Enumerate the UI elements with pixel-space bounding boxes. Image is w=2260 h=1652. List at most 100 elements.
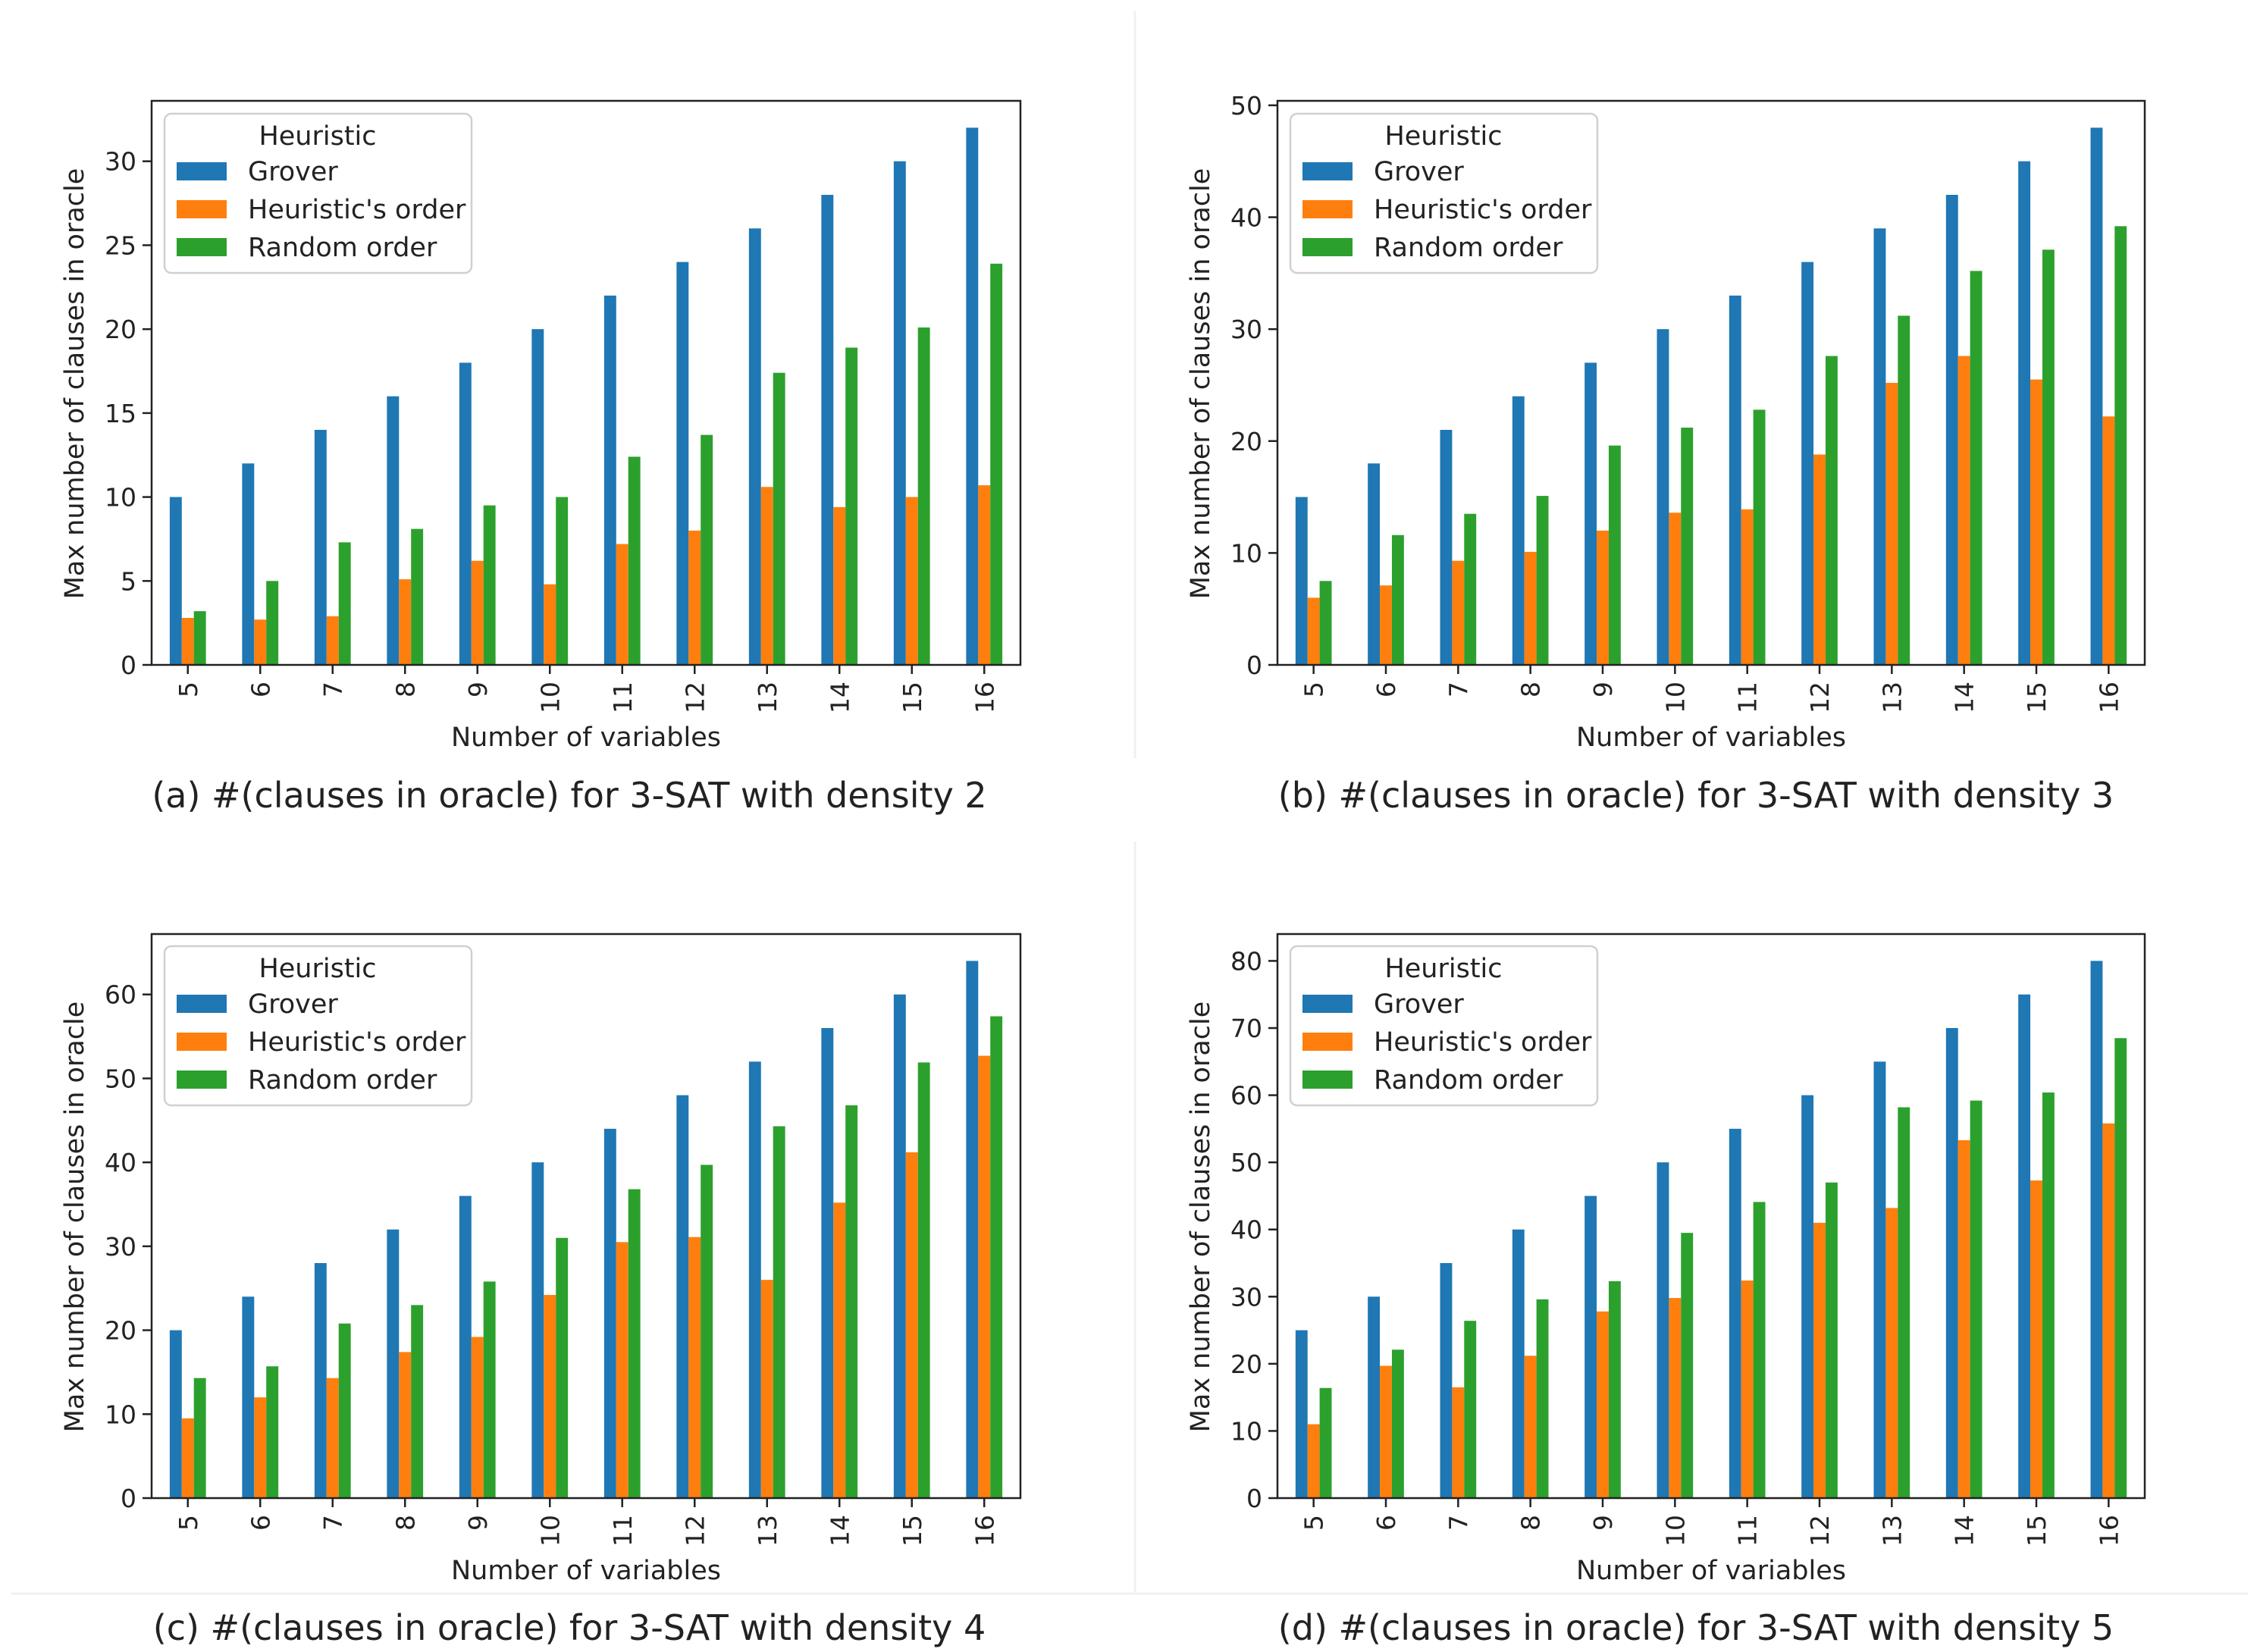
bar-random-6-a xyxy=(266,581,279,665)
x-tick-label-6-a: 6 xyxy=(246,682,275,697)
bar-grover-6-b xyxy=(1368,463,1381,665)
bar-grover-11-c xyxy=(603,1128,616,1498)
chart-panel-b: (b) #(clauses in oracle) for 3-SAT with … xyxy=(1186,91,2146,816)
bar-grover-9-b xyxy=(1585,362,1597,665)
bar-random-11-d xyxy=(1753,1202,1766,1498)
bar-random-5-d xyxy=(1319,1387,1332,1498)
bar-random-7-c xyxy=(338,1323,351,1498)
bar-random-10-b xyxy=(1681,428,1694,665)
bar-heuristic-13-a xyxy=(760,487,773,665)
y-tick-label-40-d: 40 xyxy=(1230,1215,1262,1245)
bar-heuristic-11-d xyxy=(1741,1281,1754,1498)
x-tick-label-12-b: 12 xyxy=(1805,682,1835,713)
x-tick-label-16-a: 16 xyxy=(970,682,999,713)
x-tick-label-8-c: 8 xyxy=(390,1515,420,1531)
plot-area-c: 0 10 20 30 40 50 60 5 6 7 8 9 10 11 12 13 14 15 16 xyxy=(105,933,1022,1547)
x-axis-label-c: Number of variables xyxy=(451,1556,721,1586)
bar-random-6-c xyxy=(266,1366,279,1498)
bar-random-8-b xyxy=(1536,496,1549,665)
legend-c: Heuristic Grover Heuristic's order Rando… xyxy=(163,945,473,1107)
bar-grover-13-a xyxy=(748,228,761,665)
x-tick-label-9-c: 9 xyxy=(463,1515,493,1531)
bar-heuristic-16-c xyxy=(978,1055,991,1498)
x-axis-label-a: Number of variables xyxy=(451,723,721,753)
x-tick-label-11-c: 11 xyxy=(608,1515,638,1547)
legend-label-heuristic-a: Heuristic's order xyxy=(248,195,466,225)
legend-title-b: Heuristic xyxy=(1384,121,1502,152)
x-tick-label-15-c: 15 xyxy=(898,1515,927,1547)
bar-random-13-b xyxy=(1898,315,1910,665)
bar-grover-11-b xyxy=(1729,295,1741,665)
caption-d: (d) #(clauses in oracle) for 3-SAT with … xyxy=(1278,1607,2114,1648)
x-tick-label-12-a: 12 xyxy=(680,682,710,713)
bar-random-5-b xyxy=(1319,581,1332,665)
bar-heuristic-10-a xyxy=(544,584,556,665)
bar-grover-9-c xyxy=(459,1196,472,1498)
bar-random-16-a xyxy=(990,263,1003,665)
bar-random-6-b xyxy=(1391,534,1404,665)
bar-grover-14-c xyxy=(821,1028,834,1498)
bar-grover-12-c xyxy=(676,1095,689,1498)
x-tick-label-6-d: 6 xyxy=(1371,1515,1401,1531)
legend-swatch-grover-d xyxy=(1302,995,1353,1013)
bar-random-10-c xyxy=(556,1237,569,1498)
y-tick-label-50-d: 50 xyxy=(1230,1148,1262,1177)
bar-heuristic-9-d xyxy=(1597,1311,1609,1498)
bar-grover-11-d xyxy=(1729,1128,1741,1498)
legend-label-grover-c: Grover xyxy=(248,989,338,1020)
legend-d: Heuristic Grover Heuristic's order Rando… xyxy=(1289,945,1599,1107)
bar-random-12-c xyxy=(701,1165,713,1498)
caption-b: (b) #(clauses in oracle) for 3-SAT with … xyxy=(1278,775,2114,816)
x-axis-label-b: Number of variables xyxy=(1576,723,1846,753)
bar-grover-10-d xyxy=(1657,1162,1669,1498)
x-tick-label-10-d: 10 xyxy=(1660,1515,1690,1547)
x-tick-label-8-a: 8 xyxy=(390,682,420,697)
bar-grover-12-b xyxy=(1801,262,1814,665)
legend-label-grover-d: Grover xyxy=(1374,989,1464,1020)
bar-grover-6-c xyxy=(242,1296,255,1498)
bar-random-8-c xyxy=(411,1305,424,1498)
bar-grover-5-d xyxy=(1295,1330,1308,1498)
y-tick-label-20-d: 20 xyxy=(1230,1349,1262,1379)
legend-b: Heuristic Grover Heuristic's order Rando… xyxy=(1289,112,1599,274)
y-tick-label-20-b: 20 xyxy=(1230,427,1262,456)
bar-heuristic-9-c xyxy=(471,1337,484,1498)
bar-random-6-d xyxy=(1391,1349,1404,1498)
bar-heuristic-9-a xyxy=(471,560,484,665)
x-tick-label-5-c: 5 xyxy=(174,1515,203,1531)
x-tick-label-7-a: 7 xyxy=(318,682,348,697)
bar-grover-15-d xyxy=(2018,994,2031,1498)
bar-grover-14-b xyxy=(1945,195,1958,665)
bar-random-10-a xyxy=(556,497,569,665)
legend-label-heuristic-c: Heuristic's order xyxy=(248,1027,466,1058)
y-tick-label-0-c: 0 xyxy=(121,1484,136,1513)
bar-grover-10-a xyxy=(531,329,544,665)
y-tick-label-10-c: 10 xyxy=(105,1400,136,1429)
legend-label-random-b: Random order xyxy=(1374,233,1563,263)
bar-heuristic-9-b xyxy=(1597,530,1609,665)
bar-grover-13-d xyxy=(1873,1061,1886,1498)
bar-heuristic-13-b xyxy=(1885,383,1898,665)
bar-random-11-c xyxy=(628,1189,641,1498)
bar-random-7-d xyxy=(1464,1321,1477,1498)
bar-grover-16-b xyxy=(2090,127,2103,665)
y-tick-label-70-d: 70 xyxy=(1230,1014,1262,1043)
x-tick-label-14-c: 14 xyxy=(825,1515,854,1547)
y-tick-label-20-c: 20 xyxy=(105,1316,136,1346)
bar-heuristic-10-d xyxy=(1669,1298,1682,1498)
bar-heuristic-13-d xyxy=(1885,1208,1898,1498)
bar-random-5-c xyxy=(193,1378,206,1498)
bar-grover-7-d xyxy=(1440,1263,1453,1498)
bar-random-13-c xyxy=(773,1126,785,1498)
bar-heuristic-6-d xyxy=(1380,1365,1392,1498)
x-tick-label-5-d: 5 xyxy=(1299,1515,1329,1531)
bar-grover-13-c xyxy=(748,1061,761,1498)
x-tick-label-7-c: 7 xyxy=(318,1515,348,1531)
bar-grover-7-c xyxy=(314,1263,327,1498)
bar-random-15-a xyxy=(917,327,930,665)
bar-heuristic-16-b xyxy=(2102,416,2115,665)
bar-random-8-a xyxy=(411,528,424,665)
legend-swatch-grover-c xyxy=(177,995,227,1013)
x-tick-label-8-d: 8 xyxy=(1516,1515,1546,1531)
bar-random-14-a xyxy=(845,347,858,665)
